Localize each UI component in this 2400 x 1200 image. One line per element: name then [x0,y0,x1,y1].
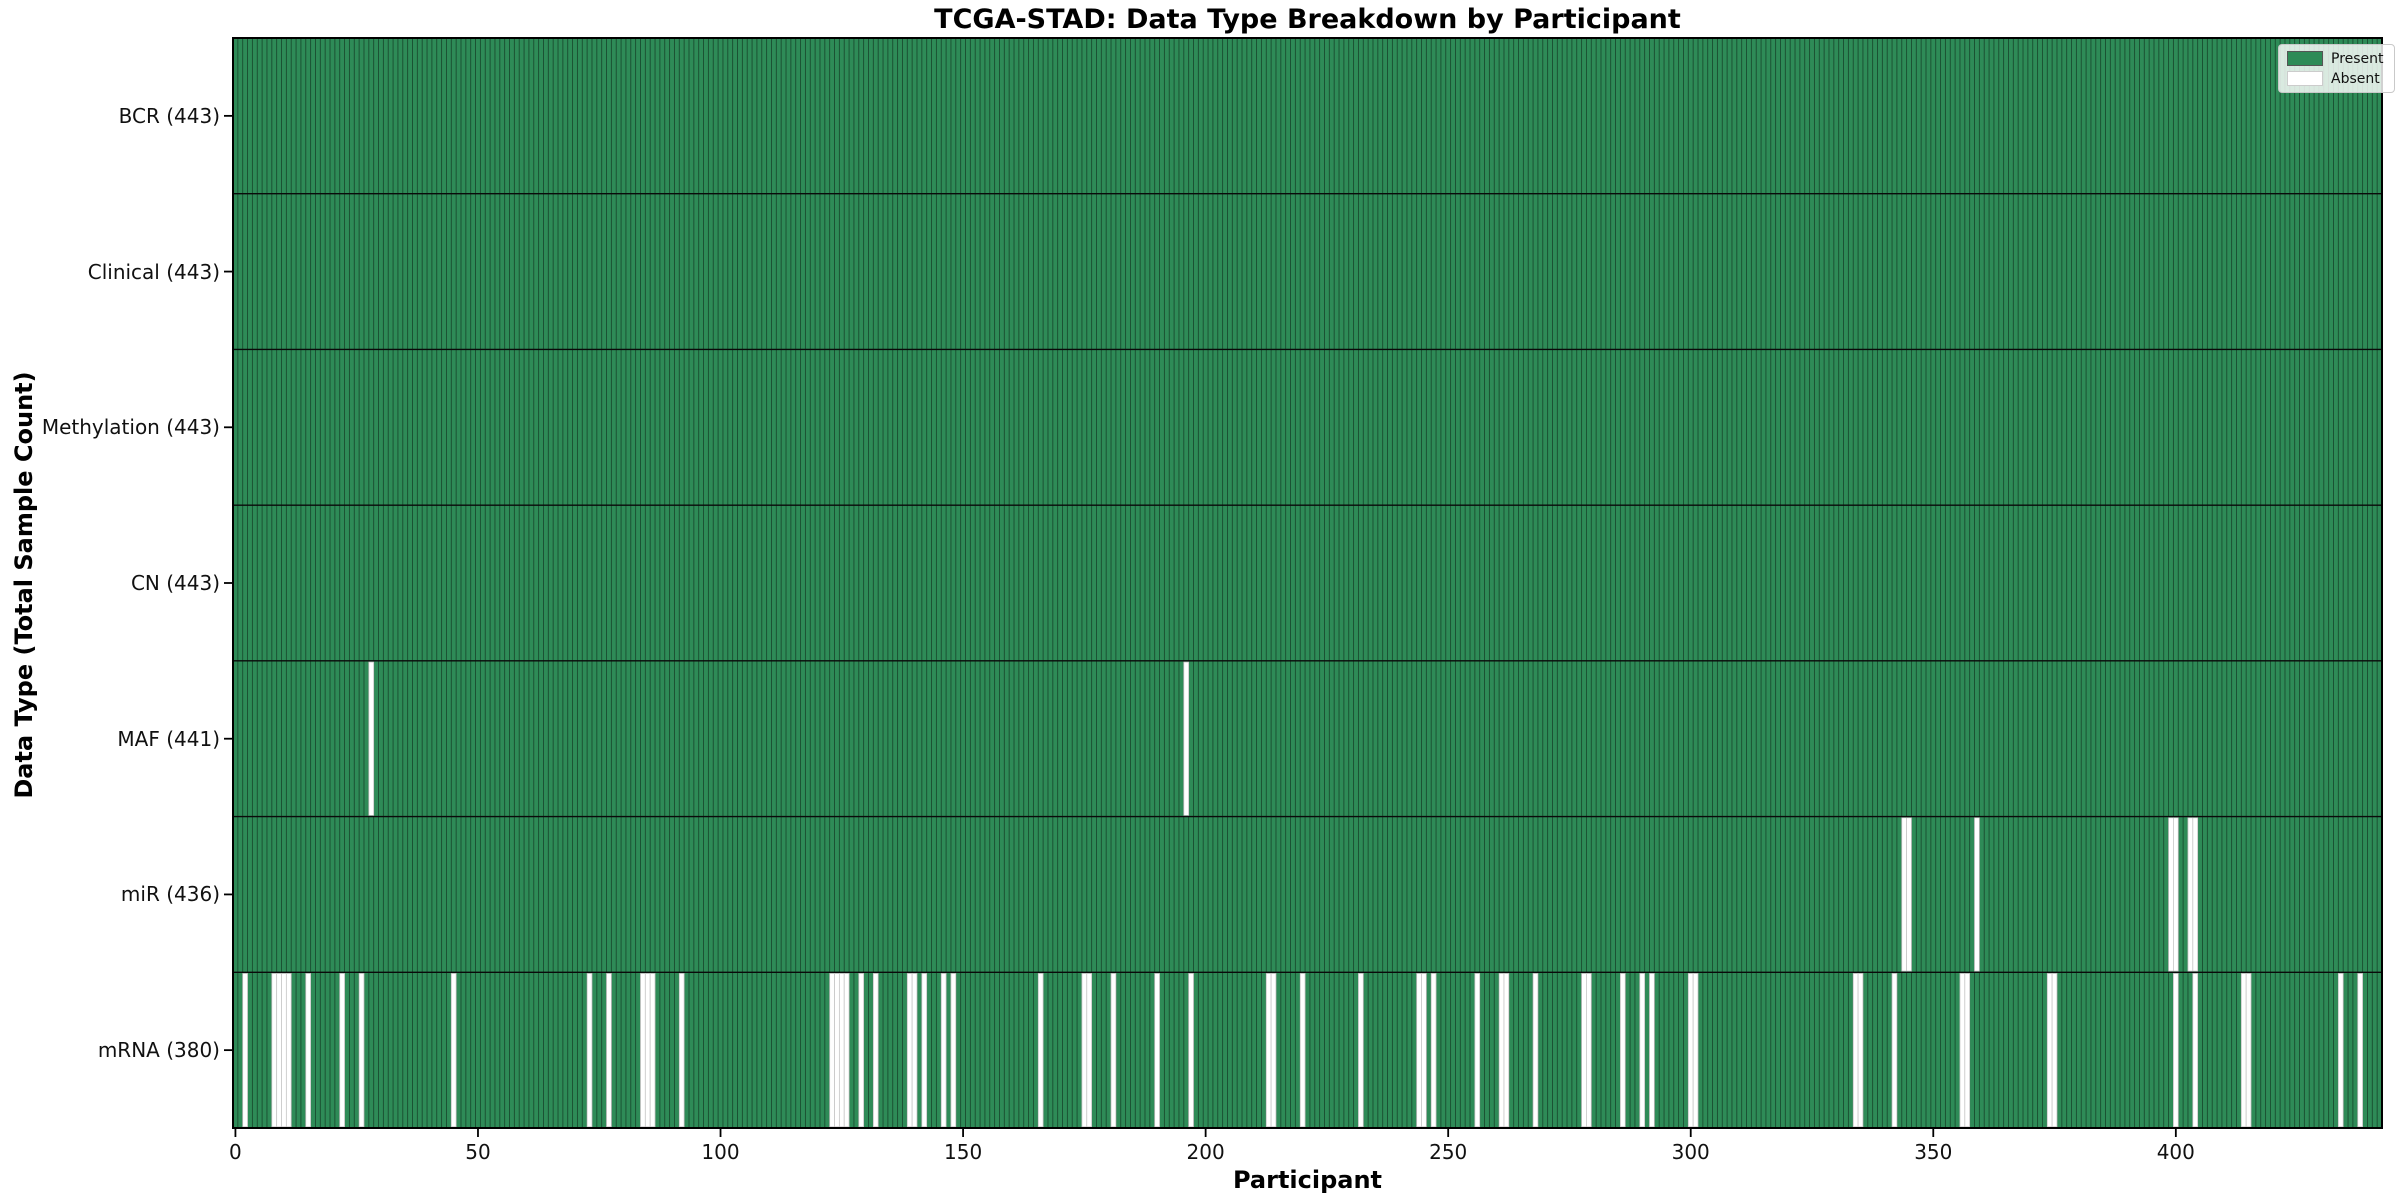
plot-border [232,37,2383,1129]
x-tick-label: 300 [1671,1140,1710,1164]
y-tick-label-miR: miR (436) [120,882,220,907]
y-tick-label-CN: CN (443) [130,571,220,595]
axis-tick-marks [224,114,2177,1137]
x-tick-label: 400 [2156,1140,2195,1164]
x-tick-label: 100 [701,1140,740,1164]
x-axis-label: Participant [1232,1166,1383,1194]
absent-swatch-icon [2287,71,2323,86]
legend-label-present: Present [2331,50,2384,67]
legend-entry-present: Present [2287,51,2384,66]
x-tick-label: 200 [1186,1140,1225,1164]
y-tick-label-Clinical: Clinical (443) [87,259,220,284]
y-tick-label-BCR: BCR (443) [118,103,220,128]
x-tick-label: 350 [1914,1140,1953,1164]
x-tick-label: 250 [1429,1140,1468,1164]
legend-label-absent: Absent [2331,70,2380,87]
x-tick-label: 150 [944,1140,983,1164]
y-tick-label-Methylation: Methylation (443) [41,415,220,440]
absent-cells [242,661,2363,1128]
chart-title: TCGA-STAD: Data Type Breakdown by Partic… [934,4,1681,35]
bar-edge-lines [237,38,2378,1128]
x-tick-label: 50 [465,1140,491,1164]
row-separator-lines [233,193,2382,973]
y-tick-label-MAF: MAF (441) [117,726,220,751]
legend-entry-absent: Absent [2287,71,2384,86]
present-cells [233,38,2382,1128]
x-tick-label: 0 [229,1140,242,1164]
y-tick-label-mRNA: mRNA (380) [97,1038,220,1063]
legend: Present Absent [2278,44,2395,93]
present-swatch-icon [2287,51,2323,66]
y-axis-label: Data Type (Total Sample Count) [10,371,38,799]
